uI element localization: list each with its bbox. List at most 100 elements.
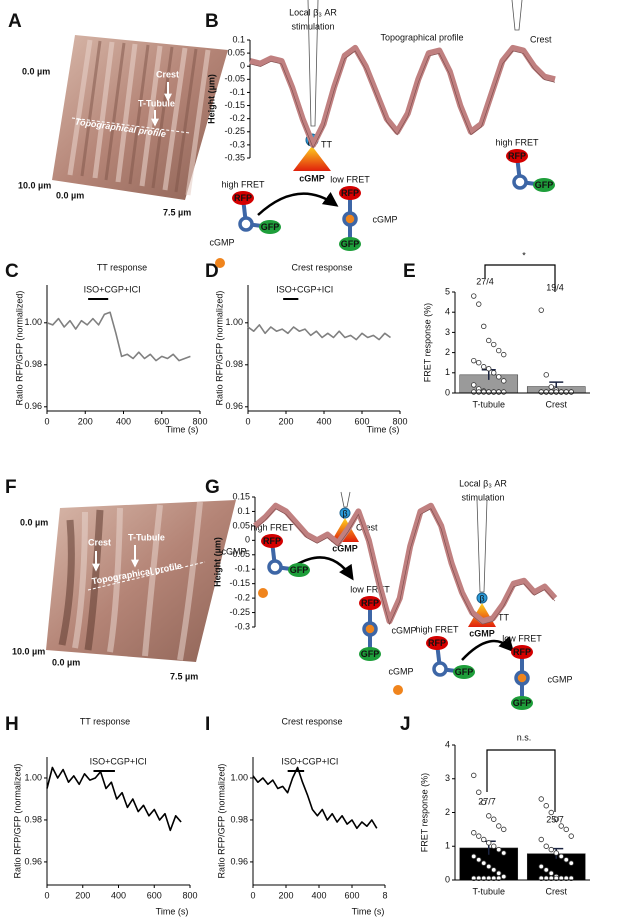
axis-label: 7.5 µm xyxy=(170,671,198,681)
label: Topographical profile xyxy=(380,32,463,42)
label: cGMP xyxy=(299,173,325,183)
rfp-label: RFP xyxy=(361,598,379,608)
label: stimulation xyxy=(291,21,334,31)
y-axis-label: Height (µm) xyxy=(206,74,216,124)
data-point xyxy=(471,293,477,299)
data-point xyxy=(476,389,482,395)
gfp-label: GFP xyxy=(341,239,360,249)
ring xyxy=(342,211,358,227)
ring xyxy=(432,661,448,677)
chart-title: TT response xyxy=(97,262,147,272)
panel-letter: G xyxy=(205,477,220,498)
data-point xyxy=(543,843,549,849)
data-point xyxy=(476,857,482,863)
data-point xyxy=(543,389,549,395)
x-axis-label: Time (s) xyxy=(352,906,385,916)
y-tick-label: 0.96 xyxy=(230,856,248,866)
y-tick-label: 0.98 xyxy=(24,359,42,369)
profile-edge xyxy=(249,50,556,149)
rfp-label: RFP xyxy=(341,188,359,198)
label: β xyxy=(479,593,484,603)
data-point xyxy=(548,384,554,390)
label: Local β₃ AR xyxy=(289,7,337,17)
ligand-label: cGMP xyxy=(391,625,416,635)
data-point xyxy=(481,323,487,330)
stimulus-label: ISO+CGP+ICI xyxy=(84,284,141,294)
data-point xyxy=(496,823,502,829)
data-point xyxy=(548,870,554,876)
y-tick-label: -0.3 xyxy=(229,139,245,149)
y-tick-label: 3 xyxy=(445,773,450,783)
state-label: low FRET xyxy=(502,633,542,643)
state-label: high FRET xyxy=(415,624,459,634)
state-label: high FRET xyxy=(221,179,265,189)
y-tick-label: -0.25 xyxy=(229,607,250,617)
state-label: high FRET xyxy=(250,522,294,532)
y-tick-label: 2 xyxy=(445,347,450,357)
label: Crest xyxy=(530,34,552,44)
data-point xyxy=(558,823,564,829)
y-tick-label: 0.1 xyxy=(232,34,245,44)
gfp xyxy=(259,220,281,234)
data-point xyxy=(548,389,554,395)
chart-title: TT response xyxy=(80,716,130,726)
ligand xyxy=(215,258,225,268)
data-point xyxy=(501,826,507,833)
panel-letter: J xyxy=(400,714,411,735)
stimulus-label: ISO+CGP+ICI xyxy=(90,756,147,766)
data-point xyxy=(486,840,492,846)
ligand-label: cGMP xyxy=(388,666,413,676)
y-tick-label: 0 xyxy=(240,61,245,71)
data-point xyxy=(538,307,544,313)
pipette xyxy=(307,0,319,127)
rfp xyxy=(261,534,283,548)
data-point xyxy=(538,389,544,395)
rfp-label: RFP xyxy=(513,647,531,657)
x-tick-label: 200 xyxy=(278,890,293,900)
data-point xyxy=(476,789,482,795)
y-tick-label: 0.98 xyxy=(225,359,243,369)
ring xyxy=(514,670,530,686)
label: TT xyxy=(498,612,509,622)
y-tick-label: -0.3 xyxy=(234,621,250,631)
data-point xyxy=(491,843,497,849)
x-tick-label: 200 xyxy=(75,890,90,900)
axis-label: 0.0 µm xyxy=(22,66,50,76)
diagram-b: Local β₃ AR stimulation Topographical pr… xyxy=(257,0,552,216)
y-tick-label: 4 xyxy=(445,739,450,749)
cgmp-gradient xyxy=(293,146,331,171)
data-point xyxy=(553,875,559,882)
y-tick-label: 0.98 xyxy=(230,814,248,824)
y-tick-label: 0.98 xyxy=(24,814,42,824)
profile-edge xyxy=(254,508,556,626)
label: T-Tubule xyxy=(138,98,175,108)
ridges xyxy=(72,501,203,661)
gfp xyxy=(511,696,533,710)
n-label: 27/4 xyxy=(476,276,494,286)
data-point xyxy=(553,389,559,395)
x-tick-label: 400 xyxy=(311,890,326,900)
valleys xyxy=(80,40,198,193)
rfp-label: RFP xyxy=(428,638,446,648)
y-axis-label: Ratio RFP/GFP (normalized) xyxy=(12,764,22,879)
data-point xyxy=(476,833,482,839)
rfp-label: RFP xyxy=(234,193,252,203)
data-point xyxy=(548,846,554,853)
y-tick-label: -0.2 xyxy=(234,592,250,602)
panel-letter: H xyxy=(5,714,19,735)
y-tick-label: -0.35 xyxy=(224,152,245,162)
panel-letter: E xyxy=(403,261,416,282)
gfp-label: GFP xyxy=(261,222,280,232)
ridges xyxy=(67,39,211,196)
x-axis-label: Time (s) xyxy=(166,424,199,434)
y-tick-label: 1.00 xyxy=(230,772,248,782)
x-tick-label: 0 xyxy=(44,890,49,900)
x-tick-label: 0 xyxy=(245,416,250,426)
label: cGMP xyxy=(332,543,358,553)
data-point xyxy=(558,853,564,860)
profile xyxy=(249,44,556,148)
data-point xyxy=(496,846,502,853)
state-label: low FRET xyxy=(350,584,390,594)
y-tick-label: 0.96 xyxy=(24,401,42,411)
